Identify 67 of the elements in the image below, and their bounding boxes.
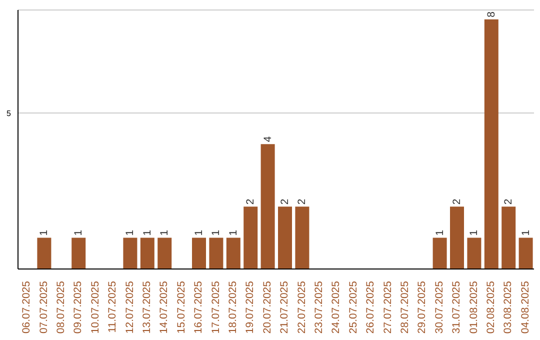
x-tick-label: 16.07.2025	[192, 280, 205, 334]
x-tick-label: 13.07.2025	[141, 280, 153, 334]
bar	[518, 238, 533, 269]
x-tick-label: 14.07.2025	[158, 280, 170, 334]
x-tick-label: 11.07.2025	[106, 280, 119, 333]
bar	[209, 238, 224, 269]
bar	[467, 238, 482, 269]
data-label: 1	[520, 230, 532, 236]
x-tick-label: 30.07.2025	[433, 280, 446, 334]
x-tick-label: 31.07.2025	[450, 280, 463, 334]
bar	[432, 238, 447, 269]
data-label: 1	[227, 230, 240, 236]
bar	[484, 19, 498, 269]
x-tick-label: 17.07.2025	[210, 280, 222, 334]
data-label: 1	[158, 230, 171, 236]
x-tick-label: 22.07.2025	[296, 280, 308, 334]
x-tick-label: 29.07.2025	[416, 280, 428, 334]
bar	[123, 238, 138, 269]
data-label: 2	[279, 198, 291, 205]
bar	[37, 238, 52, 269]
x-tick-label: 06.07.2025	[20, 280, 33, 334]
bar	[278, 206, 292, 269]
bar	[140, 238, 154, 269]
data-label: 1	[72, 230, 85, 236]
x-tick-label: 26.07.2025	[364, 280, 377, 334]
data-label: 4	[262, 136, 274, 142]
x-tick-label: 23.07.2025	[313, 280, 325, 334]
x-tick-label: 28.07.2025	[399, 280, 411, 334]
x-tick-label: 19.07.2025	[244, 280, 256, 334]
bar	[226, 238, 240, 269]
x-tick-label: 15.07.2025	[175, 280, 188, 334]
x-tick-label: 08.07.2025	[55, 280, 67, 334]
x-tick-label: 02.08.2025	[485, 280, 497, 334]
x-tick-label: 07.07.2025	[38, 280, 50, 334]
data-label: 8	[485, 11, 498, 18]
x-tick-label: 25.07.2025	[347, 280, 360, 334]
bar	[450, 206, 464, 269]
data-label: 2	[502, 198, 515, 205]
x-tick-label: 12.07.2025	[124, 280, 136, 334]
data-label: 1	[210, 230, 222, 236]
data-label: 1	[124, 230, 136, 236]
data-label: 1	[434, 230, 446, 236]
bar	[502, 206, 516, 269]
data-label: 1	[468, 230, 480, 236]
bar	[72, 238, 86, 269]
data-label: 1	[193, 230, 205, 236]
x-tick-label: 04.08.2025	[519, 280, 532, 334]
x-tick-label: 01.08.2025	[468, 280, 480, 334]
x-tick-label: 27.07.2025	[382, 280, 394, 334]
y-tick-label: 5	[6, 108, 12, 118]
x-tick-label: 24.07.2025	[330, 280, 342, 334]
bar	[295, 206, 310, 269]
bar	[260, 144, 275, 269]
data-label: 2	[451, 198, 463, 205]
bar	[192, 238, 206, 269]
x-tick-label: 21.07.2025	[278, 280, 291, 334]
bar	[158, 238, 172, 269]
x-tick-label: 18.07.2025	[227, 280, 239, 334]
data-label: 1	[141, 230, 154, 236]
data-label: 2	[296, 198, 308, 205]
bar	[244, 206, 258, 269]
x-tick-label: 09.07.2025	[72, 280, 84, 334]
data-label: 1	[38, 230, 50, 236]
data-label: 2	[244, 198, 257, 205]
x-tick-label: 10.07.2025	[89, 280, 102, 334]
x-tick-label: 03.08.2025	[502, 280, 514, 334]
x-tick-label: 20.07.2025	[261, 280, 274, 334]
